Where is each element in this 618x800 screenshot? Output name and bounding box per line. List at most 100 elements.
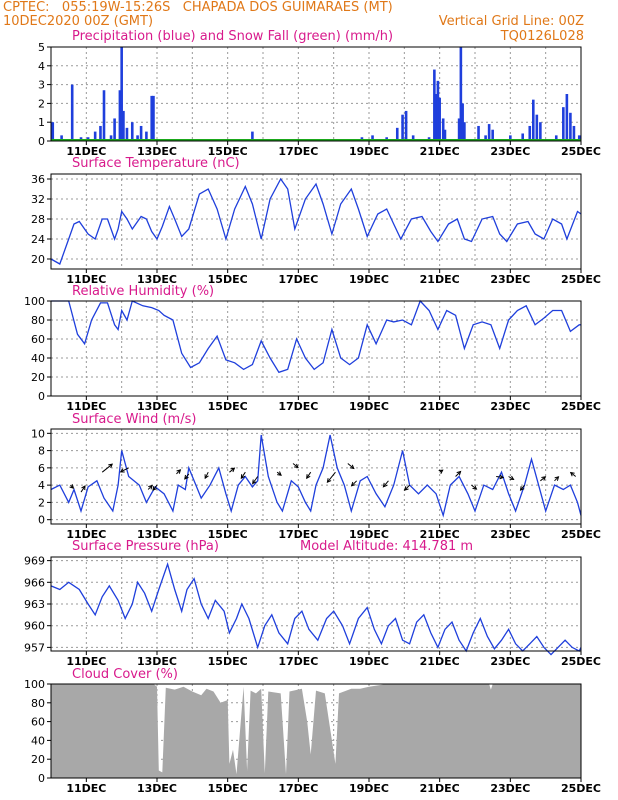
wind-ytick-label: 0	[38, 514, 45, 527]
precip-bar	[434, 94, 438, 141]
wind-xtick-label: 13DEC	[137, 528, 177, 541]
precip-bar	[443, 129, 447, 141]
precip-frame	[50, 46, 582, 142]
temp-frame	[50, 173, 582, 270]
pres-frame	[50, 556, 582, 652]
wind-xtick-label: 25DEC	[561, 528, 601, 541]
temp-xtick-label: 11DEC	[66, 273, 106, 286]
wind-arrowhead	[119, 468, 125, 473]
temp-xtick-label: 13DEC	[137, 273, 177, 286]
precip-bar	[122, 110, 125, 141]
wind-arrowhead	[382, 482, 388, 488]
wind-arrow	[204, 471, 209, 479]
precip-xtick-label: 17DEC	[278, 145, 318, 158]
wind-arrowhead	[69, 484, 75, 489]
cloud-xtick-label: 11DEC	[66, 782, 106, 795]
precip-bar	[145, 131, 148, 141]
rh-ytick-label: 100	[24, 295, 45, 308]
wind-line	[50, 434, 582, 518]
wind-ytick-label: 8	[38, 445, 45, 458]
wind-arrowhead	[438, 469, 444, 474]
rh-xtick-label: 25DEC	[561, 400, 601, 413]
model-id: TQ0126L028	[500, 29, 584, 44]
rh-panel: 0 20 40 60 80 100 11DEC 13DEC 15DEC 17DEC 19DEC 21D…	[24, 295, 601, 413]
precip-bar	[152, 95, 155, 141]
cloud-panel: 0 20 40 60 80 100 11DEC 13DEC 15DEC 17DEC 19DEC 21D…	[24, 678, 601, 795]
precip-panel: 0 1 2 3 4 5 11DEC 13DEC 15DEC 17DEC 19DEC 21DEC 23DE…	[38, 41, 601, 158]
precip-panel-title: Precipitation (blue) and Snow Fall (gree…	[72, 29, 394, 44]
precip-bar	[535, 114, 539, 141]
temp-panel-title: Surface Temperature (nC)	[72, 156, 240, 171]
rh-ytick-label: 20	[31, 371, 45, 384]
cloud-ytick-label: 40	[31, 734, 45, 747]
wind-panel: 0 2 4 6 8 10 11DEC 13DEC 15DEC 17DEC 19DEC 21DEC 23D…	[31, 427, 601, 541]
temp-xtick-label: 17DEC	[278, 273, 318, 286]
precip-bar	[251, 131, 254, 141]
precip-ytick-label: 4	[38, 60, 45, 73]
rh-xtick-label: 15DEC	[208, 400, 248, 413]
temp-ytick-label: 28	[31, 213, 45, 226]
precip-bar	[404, 110, 408, 141]
cloud-xtick-label: 21DEC	[420, 782, 460, 795]
cloud-xtick-label: 15DEC	[208, 782, 248, 795]
temp-xtick-label: 15DEC	[208, 273, 248, 286]
cloud-ytick-label: 60	[31, 716, 45, 729]
temp-ytick-label: 32	[31, 193, 45, 206]
wind-arrowhead	[81, 485, 86, 491]
wind-arrow	[404, 484, 410, 491]
precip-bar	[562, 107, 565, 141]
precip-bar	[459, 47, 463, 141]
wind-arrow	[80, 485, 86, 493]
pres-panel-title: Surface Pressure (hPa)	[72, 539, 219, 554]
precip-bar	[130, 122, 134, 141]
rh-ytick-label: 80	[31, 314, 45, 327]
run-datetime: 10DEC2020 00Z (GMT)	[3, 14, 154, 29]
precip-bar	[484, 135, 487, 141]
precip-xtick-label: 19DEC	[349, 145, 389, 158]
temp-xtick-label: 19DEC	[349, 273, 389, 286]
wind-arrowhead	[230, 467, 236, 473]
wind-arrow	[184, 473, 190, 480]
precip-bar	[521, 133, 524, 141]
pres-xtick-label: 21DEC	[420, 655, 460, 668]
cloud-area	[51, 684, 581, 778]
temp-ytick-label: 36	[31, 173, 45, 186]
precip-bar	[93, 131, 97, 141]
wind-arrowhead	[456, 470, 462, 476]
precip-bar	[509, 135, 512, 141]
precip-ytick-label: 0	[38, 135, 45, 148]
wind-arrowhead	[152, 486, 157, 491]
cloud-xtick-label: 19DEC	[349, 782, 389, 795]
wind-ytick-label: 4	[38, 479, 45, 492]
precip-bar	[554, 135, 558, 141]
rh-xtick-label: 11DEC	[66, 400, 106, 413]
precip-bar	[118, 90, 122, 141]
precip-bar	[150, 95, 153, 141]
cloud-frame	[50, 683, 582, 779]
rh-ytick-label: 40	[31, 352, 45, 365]
station-title: CPTEC: 055:19W-15:26S CHAPADA DOS GUIMAR…	[3, 0, 393, 15]
precip-bar	[569, 112, 572, 141]
precip-bar	[572, 125, 576, 141]
pres-xtick-label: 19DEC	[349, 655, 389, 668]
wind-arrow	[496, 476, 504, 478]
wind-xtick-label: 23DEC	[490, 528, 530, 541]
cloud-ytick-label: 100	[24, 678, 45, 691]
wind-arrow	[383, 480, 389, 488]
cloud-xtick-label: 25DEC	[561, 782, 601, 795]
precip-bar	[120, 47, 123, 141]
pres-xtick-label: 23DEC	[490, 655, 530, 668]
precip-xtick-label: 13DEC	[137, 145, 177, 158]
cloud-xtick-label: 23DEC	[490, 782, 530, 795]
temp-xtick-label: 25DEC	[561, 273, 601, 286]
wind-panel-title: Surface Wind (m/s)	[72, 412, 197, 427]
wind-arrowhead	[350, 481, 356, 487]
precip-bar	[438, 97, 441, 141]
wind-arrow	[101, 463, 113, 473]
rh-ytick-label: 0	[38, 390, 45, 403]
precip-bar	[491, 129, 494, 141]
precip-bar	[102, 90, 106, 141]
rh-ytick-label: 60	[31, 333, 45, 346]
rh-frame	[50, 300, 582, 397]
precip-bar	[441, 118, 445, 141]
